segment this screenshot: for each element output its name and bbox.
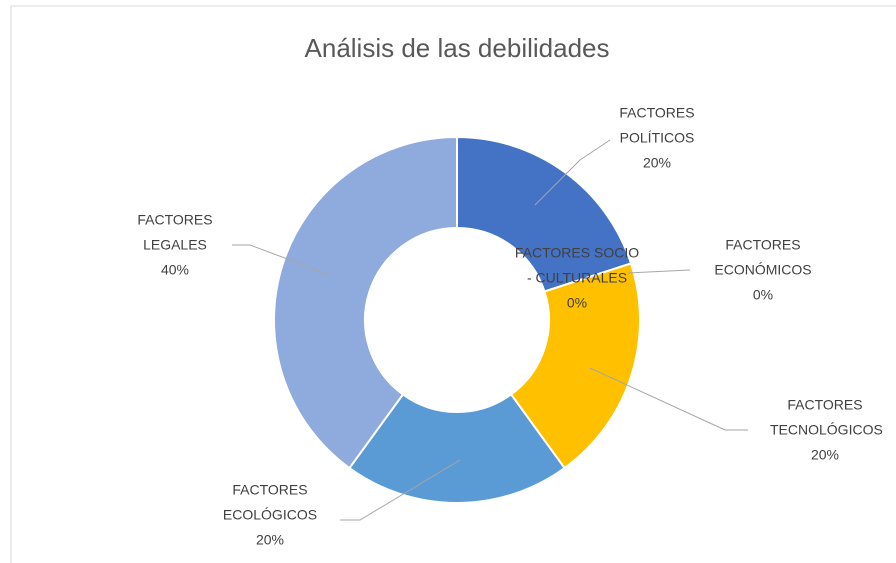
- value-label: 0%: [752, 286, 774, 303]
- data-label: FACTORES ECOLÓGICOS 20%: [223, 478, 318, 553]
- data-label: FACTORES ECONÓMICOS 0%: [713, 233, 813, 308]
- data-label: FACTORES POLÍTICOS 20%: [610, 101, 705, 176]
- category-label: FACTORES TECNOLÓGICOS: [770, 396, 883, 438]
- category-label: FACTORES ECOLÓGICOS: [222, 481, 318, 523]
- donut-slice: [273, 135, 458, 470]
- data-label: FACTORES TECNOLÓGICOS 20%: [770, 393, 883, 468]
- category-label: FACTORES LEGALES: [137, 211, 213, 253]
- data-label: FACTORES LEGALES 40%: [135, 208, 215, 283]
- leader-line: [232, 244, 331, 276]
- leader-line: [534, 139, 611, 206]
- category-label: FACTORES SOCIO - CULTURALES: [514, 244, 640, 286]
- donut-slice: [456, 135, 633, 293]
- category-label: FACTORES POLÍTICOS: [619, 104, 695, 146]
- category-label: FACTORES ECONÓMICOS: [714, 236, 812, 278]
- value-label: 20%: [255, 531, 285, 548]
- donut-slice: [348, 393, 566, 504]
- chart-frame: [10, 5, 896, 563]
- value-label: 40%: [160, 261, 190, 278]
- value-label: 20%: [810, 446, 840, 463]
- leader-line: [340, 459, 461, 521]
- leader-line: [589, 367, 748, 431]
- donut-slice: [509, 262, 641, 470]
- value-label: 0%: [566, 294, 588, 311]
- value-label: 20%: [642, 154, 672, 171]
- chart-title: Análisis de las debilidades: [305, 33, 610, 63]
- leader-line: [627, 269, 691, 274]
- data-label: FACTORES SOCIO - CULTURALES 0%: [515, 241, 640, 316]
